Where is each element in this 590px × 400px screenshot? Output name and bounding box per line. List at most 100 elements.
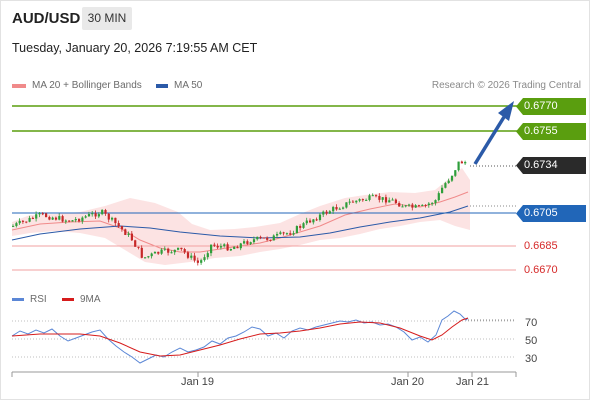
candle-body (427, 203, 430, 206)
candle-body (233, 246, 236, 250)
ma50-line (11, 205, 469, 241)
candle-body (124, 229, 127, 235)
candle-body (259, 236, 262, 238)
candle-body (394, 199, 397, 204)
candle-body (68, 220, 71, 222)
candle-body (117, 223, 120, 227)
candle-body (441, 187, 444, 194)
candle-body (450, 175, 454, 181)
candle-body (289, 233, 292, 235)
candle-body (457, 161, 460, 171)
candle-body (332, 207, 335, 212)
candle-body (302, 223, 305, 228)
rsi-tick-50: 50 (525, 335, 538, 347)
candle-body (35, 214, 38, 219)
rsi-ma-swatch (62, 298, 74, 301)
candle-body (127, 233, 130, 235)
candle-body (368, 195, 371, 200)
candle-body (180, 247, 183, 250)
candle-body (41, 213, 44, 215)
candle-body (206, 253, 209, 258)
timeframe-badge[interactable]: 30 MIN (82, 7, 132, 30)
rsi-ma-legend-label: 9MA (80, 294, 101, 305)
candle-body (358, 199, 361, 201)
candle-body (15, 223, 18, 226)
candle-body (31, 217, 34, 219)
candle-body (266, 237, 269, 240)
support-2-label: 0.6670 (524, 264, 558, 276)
candle-body (229, 249, 232, 251)
candle-body (163, 248, 166, 250)
candle-body (401, 206, 404, 208)
candle-body (325, 211, 328, 214)
currency-pair-title: AUD/USD (12, 10, 81, 27)
candle-body (223, 244, 226, 247)
candle-body (183, 249, 186, 253)
candle-body (107, 213, 110, 220)
candle-body (454, 170, 457, 176)
x-label-jan20: Jan 20 (391, 376, 425, 388)
candle-body (243, 241, 246, 244)
legend-ma50: MA 50 (156, 80, 202, 91)
candle-body (365, 199, 368, 201)
candle-body (200, 260, 203, 263)
support-1-label: 0.6685 (524, 240, 558, 252)
candle-body (239, 243, 242, 249)
candle-body (269, 239, 272, 241)
candle-body (190, 255, 193, 258)
candle-body (384, 197, 388, 203)
candle-body (417, 205, 421, 207)
candle-body (381, 197, 384, 200)
candle-body (460, 161, 463, 164)
bollinger-band (12, 168, 470, 265)
candle-body (375, 195, 378, 197)
candle-body (71, 220, 74, 222)
legend-ma20: MA 20 + Bollinger Bands (12, 80, 142, 91)
candle-body (216, 245, 219, 248)
candle-body (160, 249, 163, 254)
ma20-swatch (12, 83, 26, 88)
candle-body (299, 226, 302, 228)
candle-body (345, 202, 348, 208)
candle-body (328, 211, 331, 214)
candle-body (186, 252, 190, 258)
candle-body (45, 213, 48, 218)
resistance-2-tag: 0.6770 (516, 98, 586, 115)
last-price-tag: 0.6734 (516, 157, 586, 174)
candle-body (252, 239, 256, 243)
copyright-text: Research © 2026 Trading Central (431, 80, 581, 91)
candle-body (74, 219, 77, 221)
candle-body (101, 210, 104, 215)
candle-body (157, 251, 160, 254)
candle-body (404, 205, 407, 207)
candle-body (177, 247, 180, 250)
rsi-tick-30: 30 (525, 353, 538, 365)
candle-body (434, 200, 437, 204)
candle-body (315, 219, 318, 221)
candle-body (246, 241, 249, 244)
candle-body (153, 251, 157, 254)
x-label-jan21: Jan 21 (456, 376, 490, 388)
candle-body (61, 216, 64, 222)
candle-body (378, 196, 381, 200)
candle-body (114, 217, 117, 224)
candle-body (361, 199, 364, 201)
candle-body (94, 213, 97, 217)
candle-body (64, 220, 67, 222)
candle-body (173, 249, 176, 253)
candle-body (236, 246, 239, 249)
candle-body (97, 214, 100, 217)
rsi-9ma-line (11, 317, 469, 357)
rsi-line (11, 310, 469, 364)
candle-body (295, 226, 298, 234)
candle-body (335, 207, 338, 210)
candle-body (464, 161, 467, 164)
candle-body (81, 217, 84, 222)
candle-body (351, 201, 355, 203)
candle-body (87, 214, 91, 217)
candle-body (371, 195, 374, 197)
candle-body (210, 244, 213, 254)
ma20-legend-label: MA 20 + Bollinger Bands (32, 80, 142, 91)
candle-body (51, 217, 54, 220)
pivot-tag: 0.6705 (516, 205, 586, 222)
